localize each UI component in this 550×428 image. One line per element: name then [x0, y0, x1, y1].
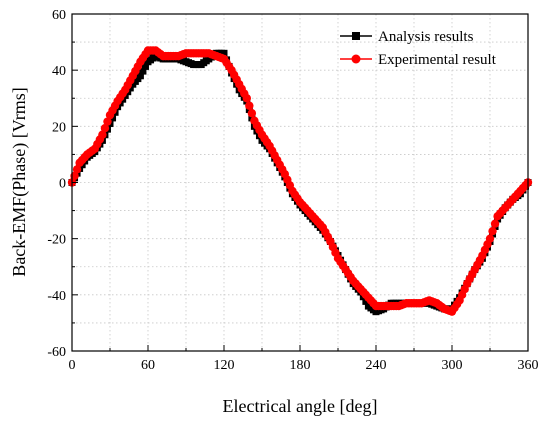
y-tick-label: -60 — [47, 345, 66, 360]
y-tick-label: 20 — [52, 120, 66, 135]
y-tick-label: 60 — [52, 8, 66, 23]
x-tick-label: 60 — [141, 358, 155, 373]
legend-marker-analysis — [352, 32, 360, 40]
legend-label-experimental: Experimental result — [378, 52, 497, 68]
y-tick-label: -20 — [47, 233, 66, 248]
legend-marker-experimental — [351, 54, 361, 64]
x-tick-label: 360 — [518, 358, 539, 373]
data-point-experimental — [98, 130, 107, 139]
data-point-experimental — [103, 117, 112, 126]
data-point-experimental — [100, 124, 110, 133]
x-tick-label: 120 — [214, 358, 235, 373]
data-point-experimental — [72, 165, 82, 174]
data-point-analysis — [362, 297, 370, 305]
x-tick-label: 180 — [290, 358, 311, 373]
x-axis-title: Electrical angle [deg] — [223, 396, 378, 416]
data-point-experimental — [485, 234, 495, 243]
data-point-analysis — [139, 67, 147, 75]
data-point-experimental — [488, 226, 497, 236]
y-tick-label: 0 — [59, 177, 66, 192]
y-tick-label: 40 — [52, 64, 66, 79]
data-point-analysis — [141, 62, 149, 70]
legend: Analysis results Experimental result — [340, 29, 497, 68]
data-point-experimental — [247, 109, 257, 118]
grid — [72, 14, 528, 351]
y-axis-title: Back-EMF(Phase) [Vrms] — [9, 87, 30, 276]
x-tick-label: 300 — [442, 358, 463, 373]
axis-ticks: 0 60 120 180 240 300 360 -60 -40 -20 0 20 40 60 — [47, 8, 538, 373]
data-point-experimental — [242, 94, 251, 103]
x-tick-label: 240 — [366, 358, 387, 373]
data-point-experimental — [490, 219, 500, 228]
plot-series — [67, 46, 533, 316]
x-tick-label: 0 — [69, 358, 76, 373]
y-tick-label: -40 — [47, 289, 66, 304]
data-point-analysis — [220, 49, 228, 57]
legend-label-analysis: Analysis results — [378, 29, 474, 45]
data-point-experimental — [245, 101, 254, 110]
data-point-analysis — [136, 72, 144, 80]
